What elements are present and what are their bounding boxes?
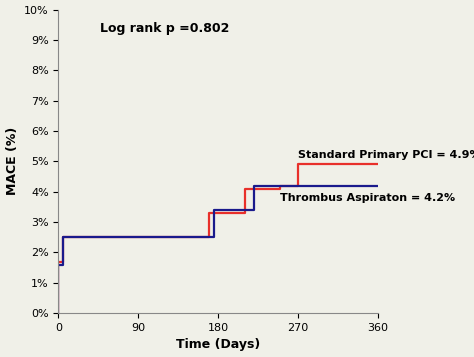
Text: Log rank p =0.802: Log rank p =0.802 [100, 22, 229, 35]
Y-axis label: MACE (%): MACE (%) [6, 127, 18, 196]
X-axis label: Time (Days): Time (Days) [176, 338, 260, 351]
Text: Thrombus Aspiraton = 4.2%: Thrombus Aspiraton = 4.2% [280, 193, 455, 203]
Text: Standard Primary PCI = 4.9%: Standard Primary PCI = 4.9% [298, 150, 474, 160]
